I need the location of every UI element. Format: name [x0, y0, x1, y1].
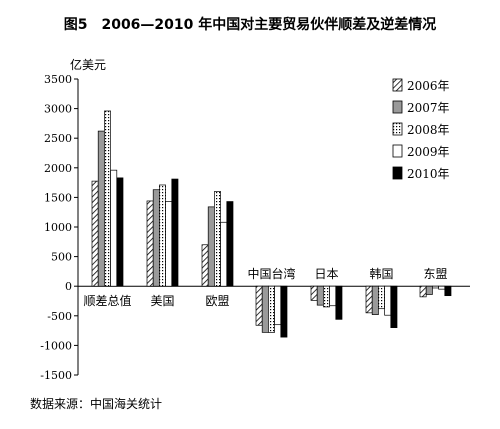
bar-2009年-顺差总值	[110, 169, 118, 287]
bar-2007年-欧盟	[207, 206, 215, 287]
bar-2007年-中国台湾	[261, 285, 269, 333]
bar-2009年-日本	[329, 285, 337, 307]
category-label: 顺差总值	[83, 293, 131, 308]
y-tick-label: -1000	[40, 339, 72, 352]
bar-2009年-韩国	[384, 285, 392, 316]
bar-2006年-欧盟	[201, 244, 209, 287]
legend-label: 2009年	[407, 145, 450, 159]
y-tick-label: 1500	[44, 191, 72, 204]
legend-swatch	[392, 100, 403, 114]
bar-2006年-东盟	[419, 285, 427, 298]
legend-label: 2006年	[407, 79, 450, 93]
y-tick-label: 0	[65, 280, 72, 293]
y-tick-label: 2500	[44, 132, 72, 145]
bar-2006年-中国台湾	[255, 285, 263, 326]
bar-2008年-东盟	[432, 285, 439, 289]
bar-2007年-顺差总值	[97, 130, 105, 287]
y-tick-label: -1500	[40, 369, 72, 382]
bar-2010年-日本	[335, 285, 343, 320]
legend-swatch	[392, 166, 403, 180]
bar-2007年-日本	[316, 285, 324, 306]
category-label: 韩国	[369, 266, 393, 281]
category-label: 东盟	[423, 267, 447, 281]
legend-label: 2010年	[407, 167, 450, 181]
bar-2008年-韩国	[378, 285, 385, 310]
category-label: 中国台湾	[247, 266, 295, 281]
bar-2009年-中国台湾	[274, 285, 282, 326]
bar-2008年-中国台湾	[268, 285, 275, 333]
bar-2007年-美国	[152, 189, 160, 287]
bar-2007年-韩国	[371, 285, 379, 315]
bar-2006年-美国	[146, 200, 154, 287]
legend-swatch	[392, 144, 403, 158]
plot-area: -1500 -1000 -500 0 500 1000 1500 2000 2500 3000 35…	[40, 73, 470, 382]
bar-2008年-日本	[323, 285, 330, 308]
bar-2008年-欧盟	[214, 191, 221, 287]
bar-2007年-东盟	[425, 285, 433, 295]
bar-2010年-中国台湾	[280, 285, 288, 338]
data-source-note: 数据来源：中国海关统计	[30, 397, 163, 411]
legend-label: 2008年	[407, 123, 450, 137]
bar-2010年-美国	[171, 178, 179, 287]
bar-2006年-韩国	[365, 285, 373, 314]
bar-2010年-韩国	[390, 285, 398, 328]
bar-2006年-日本	[310, 285, 318, 301]
bar-2009年-美国	[165, 201, 173, 287]
y-tick-label: 3000	[44, 103, 72, 116]
bar-2006年-顺差总值	[91, 180, 99, 287]
legend-label: 2007年	[407, 101, 450, 115]
legend-swatch	[392, 122, 403, 136]
y-tick-label: -500	[47, 310, 72, 323]
bar-2008年-顺差总值	[104, 110, 111, 287]
y-tick-label: 3500	[44, 73, 72, 86]
category-label: 日本	[314, 267, 338, 281]
bar-2010年-顺差总值	[116, 177, 124, 287]
category-label: 欧盟	[205, 294, 229, 308]
bar-2010年-东盟	[444, 285, 452, 297]
bar-2008年-美国	[159, 184, 166, 287]
category-label: 美国	[150, 294, 174, 308]
y-axis-unit: 亿美元	[70, 58, 107, 72]
y-tick-label: 500	[51, 251, 72, 264]
bar-2009年-欧盟	[220, 221, 228, 287]
bar-2010年-欧盟	[226, 201, 234, 287]
chart-title: 图5 2006—2010 年中国对主要贸易伙伴顺差及逆差情况	[63, 17, 437, 33]
legend-swatch	[392, 78, 403, 92]
y-tick-label: 2000	[44, 162, 72, 175]
y-tick-label: 1000	[44, 221, 72, 234]
bar-2009年-东盟	[438, 285, 446, 290]
